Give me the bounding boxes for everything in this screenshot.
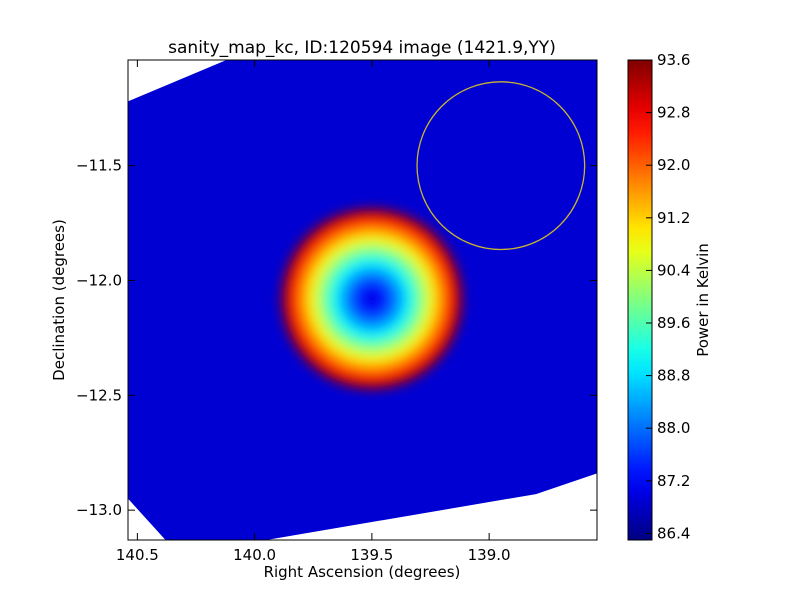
colorbar-tick-label: 93.6: [657, 51, 690, 69]
y-axis-ticks: −11.5 −12.0 −12.5 −13.0: [76, 157, 597, 519]
y-tick-label: −12.5: [76, 386, 122, 404]
x-tick-label: 140.5: [116, 546, 159, 564]
colorbar-tick-label: 86.4: [657, 524, 690, 542]
plot-area: 140.5 140.0 139.5 139.0 −11.5 −12.0 −12.5 −13.…: [76, 59, 598, 564]
colorbar-ticks: 86.4 87.2 88.0 88.8 89.6 90.4 91.2 92.0 92.8 93.6: [646, 51, 690, 542]
y-tick-label: −13.0: [76, 501, 122, 519]
heatmap-field: [128, 60, 597, 540]
colorbar-tick-label: 89.6: [657, 314, 690, 332]
colorbar-tick-label: 92.0: [657, 156, 690, 174]
y-tick-label: −11.5: [76, 157, 122, 175]
y-tick-label: −12.0: [76, 271, 122, 289]
beam-circle: [416, 81, 586, 251]
chart-title: sanity_map_kc, ID:120594 image (1421.9,Y…: [168, 38, 556, 58]
x-tick-label: 139.0: [468, 546, 511, 564]
colorbar-label: Power in Kelvin: [694, 243, 712, 357]
plot-frame: [127, 59, 598, 541]
x-tick-label: 139.5: [350, 546, 393, 564]
colorbar-tick-label: 88.0: [657, 419, 690, 437]
y-axis-label: Declination (degrees): [50, 219, 68, 381]
footprint-mask-top-left: [128, 60, 227, 102]
footprint-mask-bottom-right: [266, 473, 597, 540]
colorbar-tick-label: 88.8: [657, 367, 690, 385]
x-axis-label: Right Ascension (degrees): [264, 563, 461, 581]
colorbar-tick-label: 92.8: [657, 104, 690, 122]
colorbar: 86.4 87.2 88.0 88.8 89.6 90.4 91.2 92.0 92.8 93.6…: [627, 51, 712, 542]
colorbar-tick-label: 87.2: [657, 472, 690, 490]
footprint-mask-bottom-left: [128, 498, 166, 540]
x-tick-label: 140.0: [233, 546, 276, 564]
x-axis-ticks: 140.5 140.0 139.5 139.0: [116, 60, 511, 564]
colorbar-tick-label: 91.2: [657, 209, 690, 227]
colorbar-gradient: [627, 59, 653, 541]
colorbar-tick-label: 90.4: [657, 261, 690, 279]
